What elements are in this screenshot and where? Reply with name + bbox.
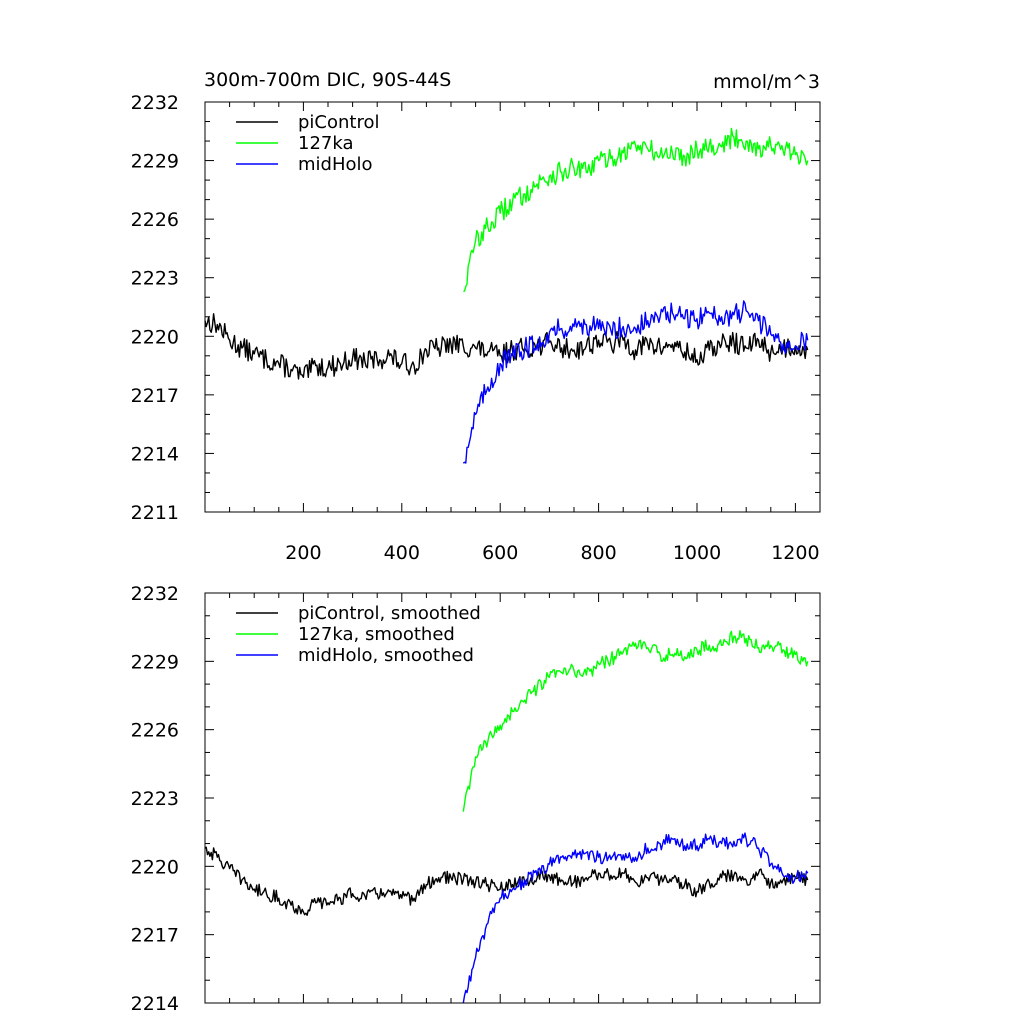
y-tick-label: 2226 xyxy=(131,720,179,742)
series-lines xyxy=(204,630,809,1004)
legend-label: midHolo xyxy=(298,154,373,175)
y-tick-label: 2217 xyxy=(131,385,179,407)
series-line-picontrol-smoothed xyxy=(204,846,809,916)
y-axis-labels: 2211 2214 2217 2220 2223 2226 2229 2232 xyxy=(131,92,179,524)
x-tick-label: 600 xyxy=(482,542,518,564)
x-tick-label: 200 xyxy=(285,542,321,564)
y-tick-label: 2214 xyxy=(131,443,179,465)
y-tick-label: 2220 xyxy=(131,326,179,348)
y-tick-label: 2226 xyxy=(131,209,179,231)
panel-bottom: 2214 2217 2220 2223 2226 2229 2232 piControl, … xyxy=(131,583,821,1015)
x-tick-label: 1200 xyxy=(771,542,819,564)
x-tick-label: 800 xyxy=(580,542,616,564)
legend-label: midHolo, smoothed xyxy=(298,645,474,666)
y-tick-label: 2217 xyxy=(131,925,179,947)
x-axis-labels: 200 400 600 800 1000 1200 xyxy=(285,542,819,564)
series-line-midholo xyxy=(462,300,809,464)
legend-label: piControl xyxy=(298,112,380,133)
units-label: mmol/m^3 xyxy=(713,71,820,93)
panel-title: 300m-700m DIC, 90S-44S xyxy=(204,69,451,91)
series-line-picontrol xyxy=(204,313,809,380)
legend-label: piControl, smoothed xyxy=(298,603,481,624)
y-tick-label: 2229 xyxy=(131,151,179,173)
y-tick-label: 2223 xyxy=(131,268,179,290)
y-tick-label: 2232 xyxy=(131,92,179,114)
legend-label: 127ka xyxy=(298,133,354,154)
x-tick-label: 400 xyxy=(384,542,420,564)
series-lines xyxy=(204,127,809,464)
series-line-midholo-smoothed xyxy=(462,832,809,1004)
legend-label: 127ka, smoothed xyxy=(298,624,455,645)
y-tick-label: 2223 xyxy=(131,788,179,810)
x-tick-label: 1000 xyxy=(673,542,721,564)
y-tick-label: 2214 xyxy=(131,993,179,1015)
series-line-127ka-smoothed xyxy=(462,630,809,812)
panel-top: 300m-700m DIC, 90S-44S mmol/m^3 2211 2214… xyxy=(131,69,821,564)
axis-ticks xyxy=(205,592,821,1004)
series-line-127ka xyxy=(463,127,809,293)
axis-ticks xyxy=(205,101,821,513)
y-tick-label: 2229 xyxy=(131,651,179,673)
plot-frame xyxy=(204,101,821,513)
y-tick-label: 2211 xyxy=(131,502,179,524)
y-tick-label: 2220 xyxy=(131,856,179,878)
plot-frame xyxy=(204,592,821,1004)
y-tick-label: 2232 xyxy=(131,583,179,605)
y-axis-labels: 2214 2217 2220 2223 2226 2229 2232 xyxy=(131,583,179,1015)
